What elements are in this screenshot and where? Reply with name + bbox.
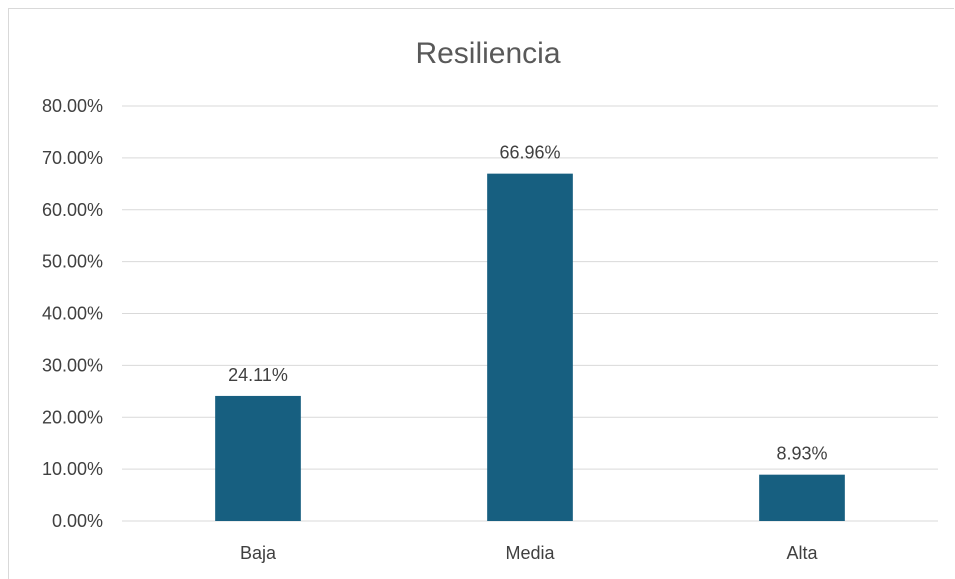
data-label-baja: 24.11% <box>228 365 288 385</box>
chart-title: Resiliencia <box>415 37 560 70</box>
data-label-media: 66.96% <box>499 143 560 163</box>
data-labels: 24.11% 66.96% 8.93% <box>228 143 827 464</box>
y-tick-label: 10.00% <box>42 459 103 479</box>
bar-baja <box>215 395 301 521</box>
y-tick-label: 80.00% <box>42 96 103 116</box>
y-axis-ticks: 0.00% 10.00% 20.00% 30.00% 40.00% 50.00% 60.00… <box>42 96 103 531</box>
data-label-alta: 8.93% <box>776 444 827 464</box>
category-label-media: Media <box>505 543 555 563</box>
y-tick-label: 40.00% <box>42 304 103 324</box>
y-tick-label: 0.00% <box>52 511 103 531</box>
bars <box>215 173 845 521</box>
category-label-baja: Baja <box>240 543 277 563</box>
bar-media <box>487 173 573 521</box>
category-label-alta: Alta <box>786 543 818 563</box>
bar-alta <box>759 474 845 521</box>
y-tick-label: 50.00% <box>42 252 103 272</box>
y-tick-label: 60.00% <box>42 200 103 220</box>
y-tick-label: 20.00% <box>42 407 103 427</box>
chart-frame <box>8 8 954 579</box>
y-tick-label: 30.00% <box>42 355 103 375</box>
y-tick-label: 70.00% <box>42 148 103 168</box>
x-axis-categories: Baja Media Alta <box>240 543 819 563</box>
